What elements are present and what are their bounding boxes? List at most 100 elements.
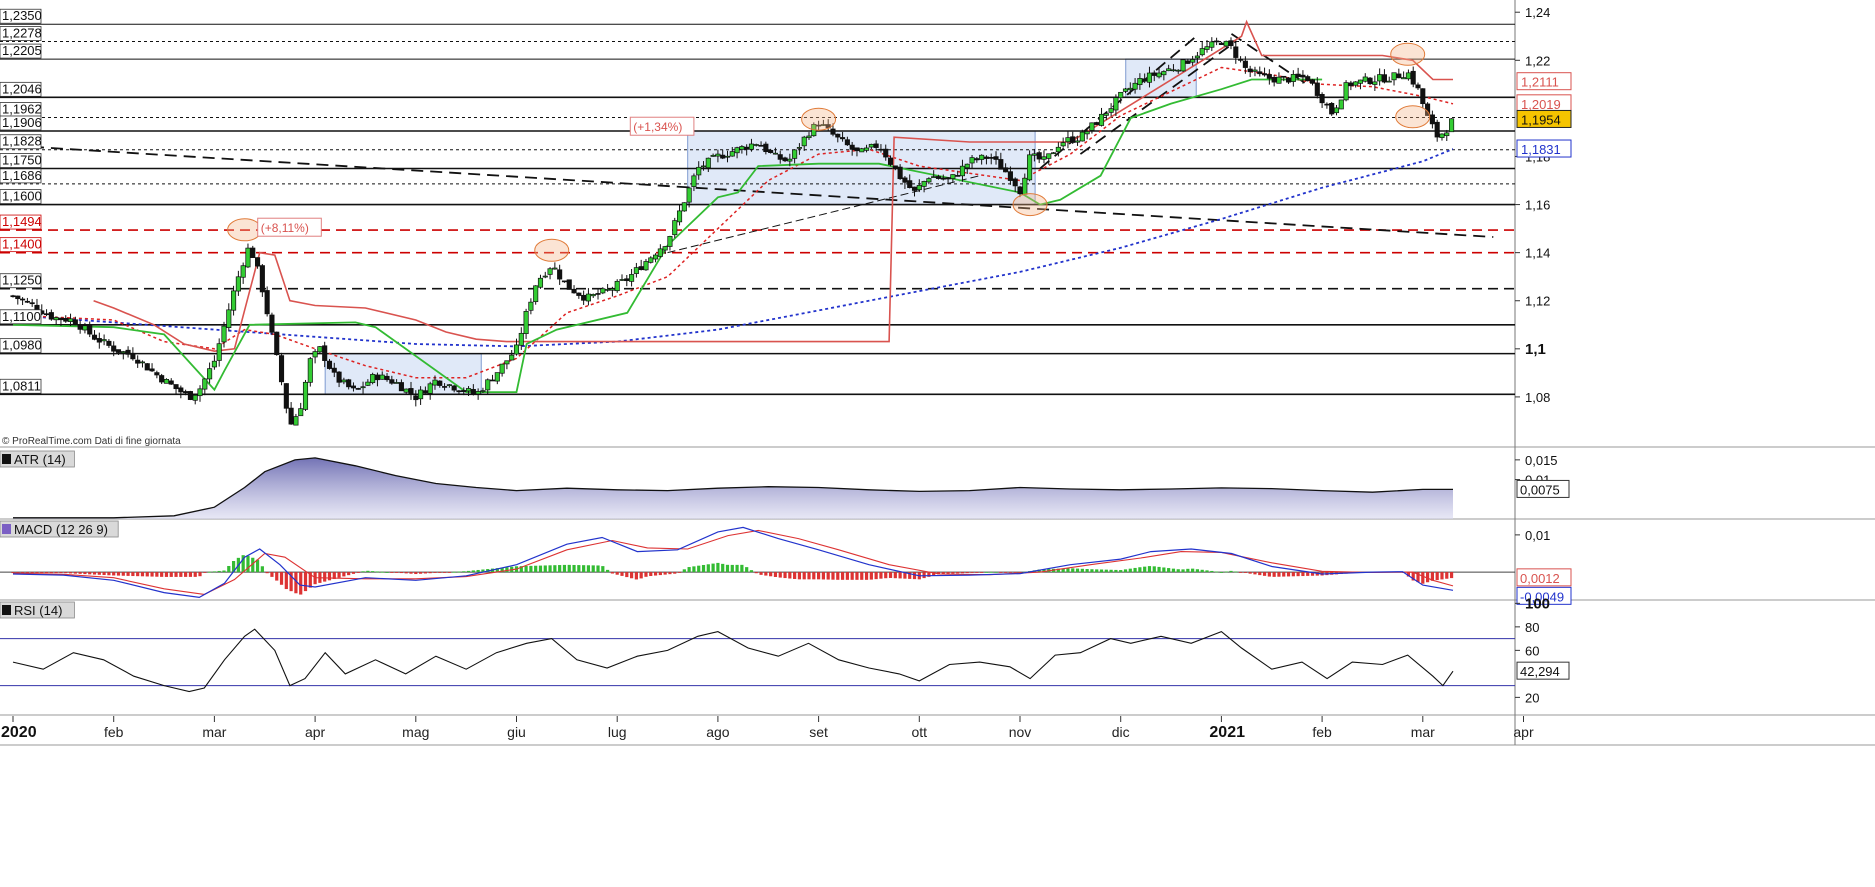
macd-histogram-bar (735, 564, 739, 573)
candle-body (418, 389, 424, 400)
macd-histogram-bar (908, 572, 912, 579)
macd-histogram-bar (1152, 566, 1156, 573)
macd-histogram-bar (54, 572, 58, 574)
candle-body (322, 345, 328, 361)
macd-histogram-bar (711, 563, 715, 573)
candle-body (470, 389, 476, 395)
candle-body (926, 178, 932, 183)
macd-histogram-bar (332, 572, 336, 580)
macd-histogram-bar (1430, 572, 1434, 581)
macd-histogram-bar (294, 572, 298, 594)
macd-histogram-bar (1090, 569, 1094, 573)
candle-body (1051, 152, 1057, 155)
month-label: nov (1009, 724, 1032, 740)
candle-body (437, 380, 443, 386)
candle-body (106, 340, 112, 346)
macd-histogram-bar (289, 572, 293, 592)
candle-body (427, 383, 433, 394)
macd-histogram-bar (855, 572, 859, 580)
level-label: 1,1250 (2, 273, 42, 288)
macd-histogram-bar (347, 572, 351, 576)
candle-body (950, 174, 956, 179)
candle-body (211, 360, 217, 368)
macd-histogram-bar (68, 572, 73, 574)
candle-body (1381, 74, 1387, 83)
macd-value-label: 0,0012 (1520, 571, 1560, 586)
candle-body (326, 360, 333, 369)
candle-body (408, 388, 414, 395)
macd-histogram-bar (423, 572, 427, 574)
macd-histogram-bar (323, 572, 327, 582)
macd-histogram-bar (299, 572, 303, 595)
macd-histogram-bar (984, 571, 989, 573)
candle-body (739, 146, 745, 150)
macd-histogram-bar (1109, 569, 1113, 573)
candle-body (993, 156, 999, 160)
candle-body (346, 379, 352, 388)
annotation-box (629, 116, 695, 136)
candle-body (1281, 75, 1287, 78)
macd-histogram-bar (83, 572, 87, 575)
candle-body (590, 294, 596, 297)
candle-body (1132, 82, 1138, 90)
candle-body (911, 186, 918, 191)
macd-histogram-bar (629, 572, 634, 579)
candle-body (1247, 68, 1253, 73)
candle-body (15, 295, 21, 300)
macd-histogram-bar (203, 572, 207, 573)
candle-body (1161, 71, 1167, 76)
macd-histogram-bar (673, 572, 677, 574)
macd-histogram-bar (20, 572, 25, 574)
candle-body (1113, 97, 1119, 111)
macd-histogram-bar (922, 572, 926, 579)
candle-body (475, 391, 481, 395)
candle-body (135, 359, 141, 364)
macd-histogram-bar (351, 572, 356, 574)
macd-histogram-bar (1071, 568, 1075, 573)
trailing-stop-green (12, 78, 1323, 394)
candle-body (1242, 60, 1248, 68)
month-label: 2020 (1, 724, 37, 741)
macd-histogram-bar (1128, 568, 1132, 573)
macd-histogram-bar (1143, 566, 1147, 573)
candle-body (1199, 48, 1205, 56)
candle-body (1377, 74, 1383, 82)
candle-body (633, 267, 639, 274)
rsi-line (12, 628, 1454, 693)
macd-histogram-bar (30, 572, 34, 574)
candle-body (24, 300, 30, 303)
candle-body (1449, 118, 1455, 133)
macd-histogram-bar (745, 567, 749, 573)
candle-body (830, 128, 836, 135)
candle-body (720, 154, 726, 159)
macd-histogram-bar (212, 571, 216, 573)
candle-body (878, 148, 884, 151)
macd-histogram-bar (1449, 572, 1454, 579)
candle-body (1290, 74, 1296, 82)
macd-histogram-bar (653, 572, 658, 576)
macd-histogram-bar (160, 572, 164, 577)
macd-histogram-bar (251, 557, 255, 573)
candle-body (1041, 156, 1047, 160)
macd-histogram-bar (1421, 572, 1425, 584)
month-label: giu (507, 724, 526, 740)
candle-body (657, 248, 663, 257)
macd-histogram-bar (869, 572, 873, 580)
macd-histogram-bar (812, 572, 816, 580)
macd-histogram-bar (1191, 568, 1195, 573)
macd-histogram-bar (179, 572, 183, 577)
macd-histogram-bar (246, 555, 250, 573)
candle-body (413, 395, 419, 401)
candle-body (274, 331, 280, 356)
atr-area (13, 457, 1454, 519)
macd-histogram-bar (409, 572, 413, 574)
macd-histogram-bar (78, 572, 82, 574)
candle-body (859, 148, 865, 153)
macd-histogram-bar (903, 572, 907, 579)
macd-histogram-bar (462, 571, 466, 573)
trend-line (1230, 33, 1308, 86)
candle-body (53, 317, 59, 321)
macd-histogram-bar (721, 563, 725, 573)
candle-body (451, 385, 457, 391)
candle-body (1036, 152, 1042, 160)
